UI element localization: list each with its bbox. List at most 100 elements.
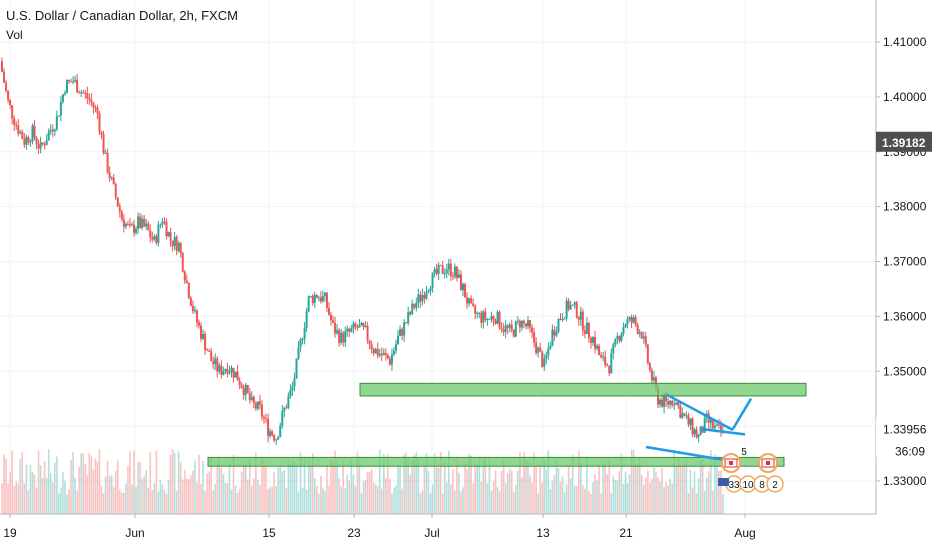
volume-bar <box>649 482 651 514</box>
candle-body <box>372 349 375 354</box>
volume-bar <box>685 458 688 514</box>
trend-lines[interactable] <box>645 393 753 462</box>
volume-bar <box>70 459 72 514</box>
candle-body <box>602 356 605 358</box>
candle-body <box>240 385 243 389</box>
volume-bar <box>559 481 562 514</box>
volume-bar <box>25 464 28 514</box>
volume-bar <box>106 460 109 514</box>
candle-body <box>364 325 367 327</box>
candle-body <box>606 365 609 367</box>
volume-bar <box>33 474 36 514</box>
candle-body <box>141 218 144 228</box>
volume-bar <box>395 485 397 514</box>
volume-bar <box>285 488 288 514</box>
candle-body <box>293 378 296 387</box>
volume-bar <box>549 489 552 514</box>
volume-bar <box>454 490 456 514</box>
candle-body <box>149 230 152 238</box>
volume-bar <box>671 483 673 514</box>
candle-body <box>21 131 24 139</box>
volume-bar <box>198 455 200 514</box>
candle-body <box>100 131 103 135</box>
candle-body <box>27 137 30 143</box>
candle-body <box>376 348 379 356</box>
event-flags <box>721 453 778 473</box>
candle-body <box>464 284 467 298</box>
volume-bar <box>330 459 332 514</box>
volume-bar <box>35 488 38 514</box>
volume-bar <box>450 484 452 514</box>
price-axis[interactable]: 1.330001.340001.350001.360001.370001.380… <box>875 0 932 514</box>
support-resistance-zones[interactable] <box>207 382 807 467</box>
candle-body <box>399 329 402 337</box>
candle-body <box>435 269 438 274</box>
volume-bar <box>175 491 178 514</box>
volume-bar <box>409 474 412 514</box>
volume-bar <box>413 455 416 514</box>
volume-bar <box>47 449 50 514</box>
volume-bar <box>208 471 210 514</box>
candle-body <box>508 324 511 328</box>
candle-body <box>555 331 558 336</box>
economic-events[interactable]: 5 33 10 8 2 <box>718 447 784 493</box>
volume-bar <box>366 472 369 514</box>
volume-bar <box>98 449 101 514</box>
candle-body <box>675 402 678 405</box>
candle-body <box>330 314 333 321</box>
candle-body <box>92 102 95 108</box>
candle-body <box>478 312 481 314</box>
candle-body <box>17 125 20 134</box>
candle-body <box>224 368 227 371</box>
candle-body <box>25 137 28 145</box>
candle-body <box>137 216 140 229</box>
candle-body <box>429 288 432 291</box>
candle-body <box>135 228 138 233</box>
candle-body <box>299 339 302 348</box>
candle-body <box>212 361 215 365</box>
volume-bar <box>720 470 722 514</box>
time-axis[interactable]: 19 Jun 15 23 Jul 13 21 Aug <box>0 513 876 540</box>
volume-bar <box>145 470 147 514</box>
volume-bar <box>255 452 257 514</box>
volume-bar <box>527 461 529 514</box>
candle-body <box>591 337 594 343</box>
time-tick-label: Jul <box>424 526 439 540</box>
volume-bar <box>56 456 58 514</box>
volume-bar <box>439 451 442 514</box>
chart-title: U.S. Dollar / Canadian Dollar, 2h, FXCM <box>6 8 238 23</box>
candle-body <box>462 284 465 291</box>
candle-body <box>51 129 54 132</box>
candle-body <box>693 429 696 435</box>
volume-bar <box>110 475 113 514</box>
volume-bar <box>531 482 533 514</box>
candle-body <box>303 327 306 340</box>
volume-bar <box>188 479 190 514</box>
candle-body <box>490 316 493 319</box>
volume-bar <box>84 463 87 514</box>
candle-body <box>545 355 548 359</box>
volume-bar <box>41 477 44 514</box>
candle-body <box>697 435 700 438</box>
candle-body <box>295 358 298 379</box>
candle-body <box>61 94 64 102</box>
volume-bar <box>3 454 5 514</box>
volume-bar <box>679 465 682 514</box>
volume-bar <box>673 449 676 514</box>
volume-bar <box>602 463 604 514</box>
candle-body <box>279 426 282 437</box>
volume-bar <box>665 481 667 514</box>
candle-body <box>327 308 330 315</box>
volume-bar <box>265 467 267 514</box>
candle-body <box>311 295 314 304</box>
candle-body <box>642 336 645 339</box>
time-tick-label: 19 <box>3 526 17 540</box>
candle-body <box>289 389 292 397</box>
candle-body <box>663 395 666 407</box>
candle-body <box>407 312 410 323</box>
candle-body <box>275 439 278 441</box>
volume-bar <box>283 470 286 514</box>
last-price-label: 1.39182 <box>882 136 926 150</box>
candle-body <box>484 311 487 320</box>
